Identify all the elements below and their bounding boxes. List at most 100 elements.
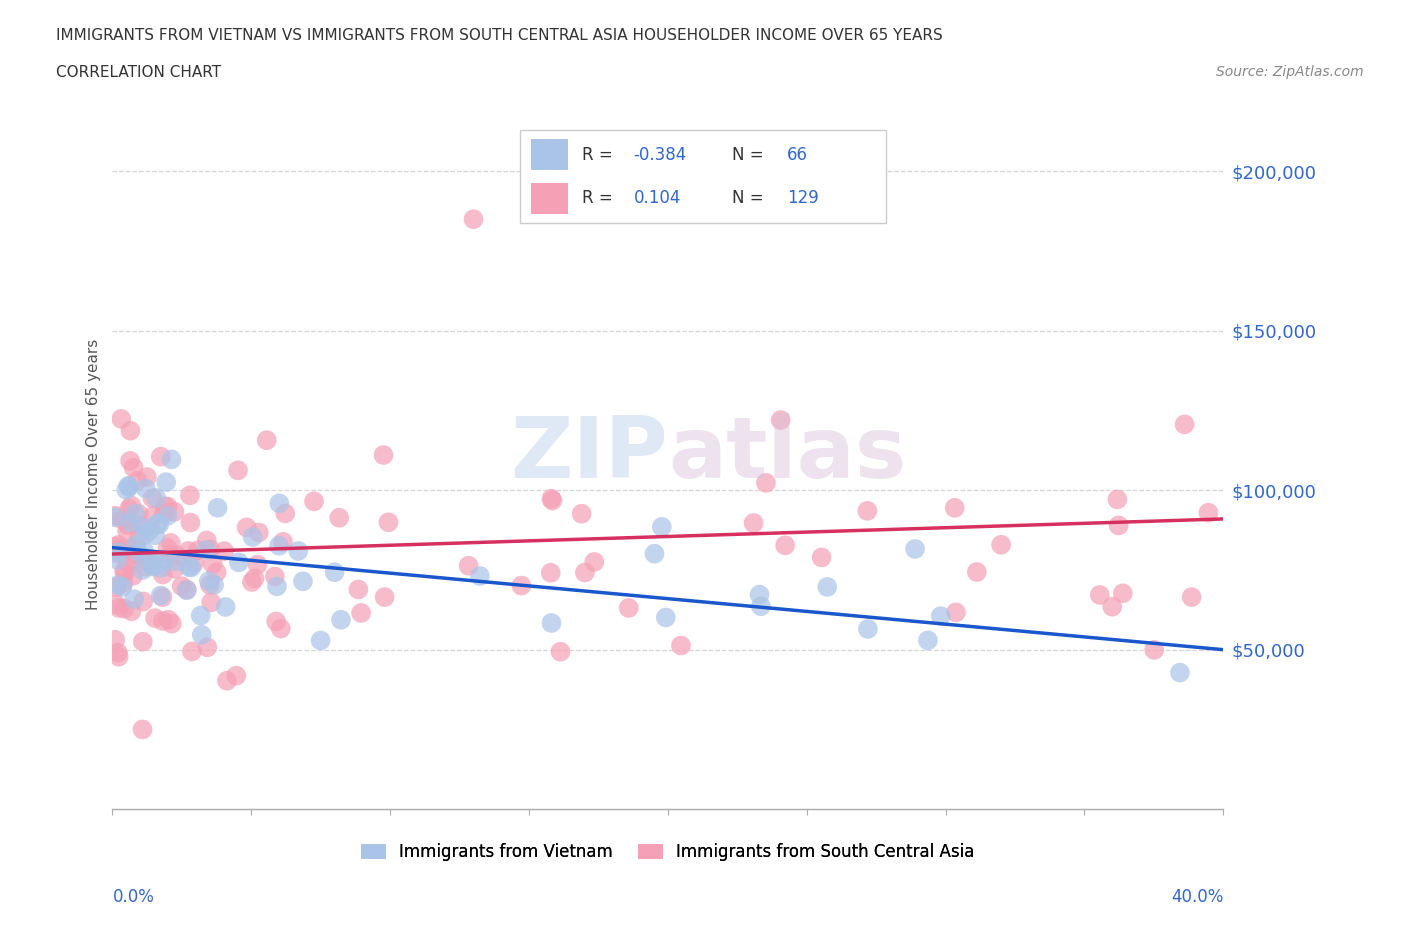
Point <box>110 547 132 562</box>
Point <box>122 591 145 606</box>
Point <box>128 507 150 522</box>
Point <box>198 574 221 589</box>
Point <box>468 568 491 583</box>
Point <box>148 517 170 532</box>
Point <box>117 518 139 533</box>
Point <box>291 574 314 589</box>
Point <box>177 543 200 558</box>
Point <box>108 541 131 556</box>
Point <box>655 610 678 625</box>
Point <box>112 575 135 590</box>
Point <box>917 633 939 648</box>
Point <box>583 554 606 569</box>
Point <box>347 582 370 597</box>
Point <box>153 507 176 522</box>
Point <box>187 543 209 558</box>
Point <box>127 473 149 488</box>
Point <box>159 536 181 551</box>
Point <box>323 565 346 579</box>
Point <box>155 474 177 489</box>
Point <box>141 491 163 506</box>
Point <box>143 528 166 543</box>
Point <box>152 567 174 582</box>
Point <box>157 612 180 627</box>
Point <box>215 673 238 688</box>
Point <box>195 640 218 655</box>
Point <box>1181 590 1204 604</box>
Point <box>160 617 183 631</box>
Point <box>170 578 193 593</box>
Point <box>117 478 139 493</box>
Point <box>856 503 879 518</box>
Point <box>120 540 142 555</box>
Point <box>132 634 155 649</box>
Y-axis label: Householder Income Over 65 years: Householder Income Over 65 years <box>86 339 101 610</box>
Point <box>104 539 127 554</box>
Point <box>271 535 294 550</box>
Point <box>228 555 250 570</box>
Point <box>156 540 179 555</box>
Point <box>146 516 169 531</box>
Point <box>134 521 156 536</box>
Point <box>165 554 187 569</box>
Point <box>107 601 129 616</box>
Point <box>1108 518 1130 533</box>
Point <box>142 509 165 524</box>
Point <box>540 565 562 580</box>
Point <box>156 499 179 514</box>
Point <box>128 528 150 543</box>
Point <box>242 529 264 544</box>
Point <box>457 558 479 573</box>
Point <box>134 527 156 542</box>
Point <box>118 479 141 494</box>
Point <box>128 545 150 560</box>
Point <box>105 579 128 594</box>
Point <box>202 578 225 592</box>
Point <box>510 578 533 593</box>
Point <box>125 549 148 564</box>
Point <box>256 432 278 447</box>
Point <box>1088 588 1111 603</box>
Point <box>110 411 132 426</box>
Point <box>1174 417 1197 432</box>
Point <box>267 538 290 553</box>
Point <box>166 548 188 563</box>
Point <box>240 575 263 590</box>
Point <box>200 542 222 557</box>
Point <box>132 544 155 559</box>
Point <box>541 493 564 508</box>
Point <box>156 508 179 523</box>
Text: N =: N = <box>733 146 763 165</box>
Point <box>945 604 967 619</box>
Point <box>966 565 988 579</box>
Point <box>574 565 596 580</box>
Point <box>118 501 141 516</box>
Point <box>120 604 142 618</box>
Point <box>1101 599 1123 614</box>
Point <box>149 588 172 603</box>
Point <box>540 616 562 631</box>
Point <box>669 638 692 653</box>
Point <box>246 557 269 572</box>
Point <box>550 644 572 659</box>
Point <box>773 538 796 552</box>
Point <box>929 609 952 624</box>
Point <box>104 632 127 647</box>
Point <box>1143 643 1166 658</box>
Point <box>107 578 129 592</box>
Point <box>105 552 128 567</box>
Point <box>131 722 153 737</box>
Point <box>111 579 134 594</box>
Point <box>149 561 172 576</box>
Point <box>132 594 155 609</box>
Point <box>651 520 673 535</box>
Point <box>990 538 1012 552</box>
Point <box>1168 665 1191 680</box>
Point <box>179 560 201 575</box>
Point <box>152 614 174 629</box>
Point <box>143 552 166 567</box>
Point <box>104 509 127 524</box>
Point <box>163 562 186 577</box>
Point <box>135 481 157 496</box>
Point <box>755 475 778 490</box>
